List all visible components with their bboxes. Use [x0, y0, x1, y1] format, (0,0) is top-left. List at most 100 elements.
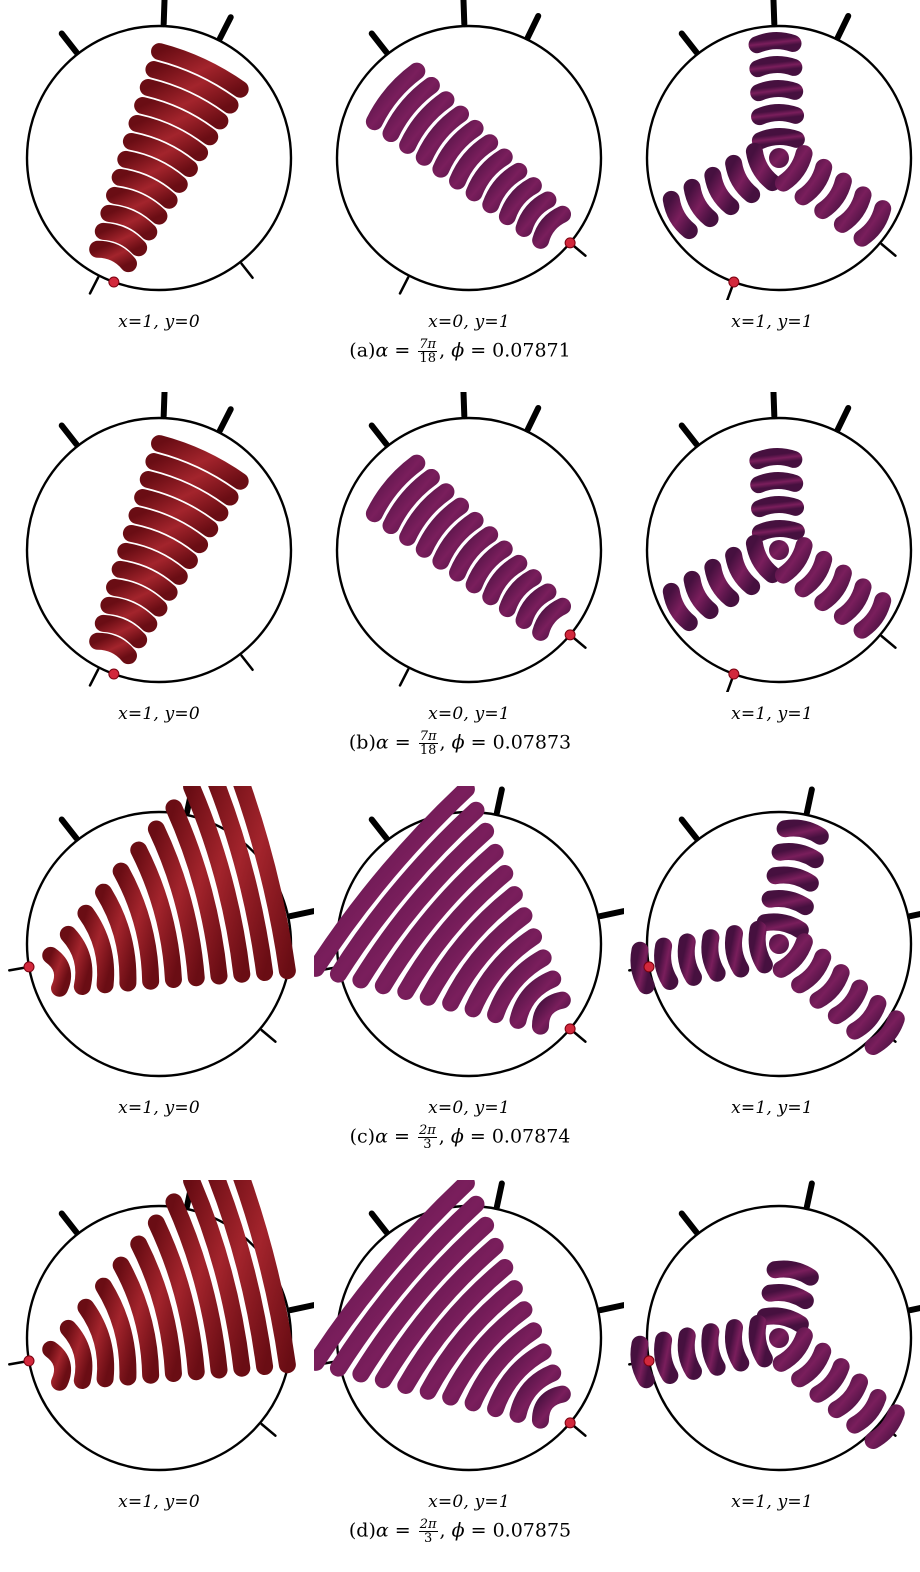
wall-tick [58, 422, 80, 448]
segment-shape [515, 583, 557, 629]
caption-letter: c [357, 1125, 368, 1148]
caption-letter: b [356, 731, 369, 754]
domain-boundary [25, 416, 293, 684]
source-marker [728, 668, 740, 680]
segment-shape [751, 520, 805, 542]
segment-shape [464, 1322, 543, 1412]
segment-shape [449, 134, 499, 190]
panel-a-2 [314, 0, 624, 300]
segment-shape [756, 1307, 809, 1333]
wall-tick [160, 392, 168, 420]
wall-tick [880, 634, 897, 649]
wall-tick [678, 816, 700, 842]
segment-shape [145, 453, 239, 506]
alpha-numerator: 2π [418, 1517, 438, 1532]
segment-shape [531, 1385, 571, 1429]
wall-tick [58, 1210, 80, 1236]
segment-shape [772, 1327, 813, 1372]
wall-tick [260, 1422, 277, 1437]
segment-shape [95, 1277, 137, 1386]
segment-shape [397, 865, 514, 1000]
segment-shape [382, 76, 440, 143]
segment-shape [122, 524, 198, 570]
segment-shape [748, 920, 773, 974]
simulation-plot [8, 786, 314, 1078]
segment-shape [630, 1335, 655, 1389]
panel-b-3 [624, 392, 920, 692]
wall-tick [260, 1028, 277, 1043]
subfigure-caption: (a)α = 7π 18, ϕ = 0.07871 [349, 337, 571, 366]
simulation-plot [25, 392, 293, 687]
segment-shape [432, 511, 484, 570]
wall-tick [907, 910, 920, 920]
segment-shape [365, 454, 426, 523]
segment-shape [42, 1340, 72, 1391]
segment-shape [145, 61, 239, 114]
wall-tick [803, 1180, 815, 1210]
panel-label: x=0, y=1 [428, 704, 510, 724]
segment-shape [487, 1343, 552, 1418]
segment-shape [751, 128, 805, 150]
segment-shape [415, 497, 470, 558]
junction-shape [769, 540, 789, 560]
segment-shape [482, 554, 528, 606]
segment-shape [748, 1314, 773, 1368]
segment-shape [846, 994, 887, 1040]
segment-shape [42, 946, 72, 997]
segment-shape [677, 933, 702, 986]
segment-shape [791, 948, 832, 994]
alpha-numerator: 7π [418, 337, 438, 352]
segment-shape [833, 186, 872, 233]
domain-boundary [645, 1204, 913, 1472]
panel-a-1 [4, 0, 314, 300]
panel-label: x=1, y=1 [731, 1492, 813, 1512]
wall-tick [58, 30, 80, 56]
segment-shape [532, 597, 572, 641]
segment-shape [442, 1301, 533, 1406]
wall-tick [398, 668, 410, 687]
segment-shape [449, 526, 499, 582]
row-a: x=1, y=0 x=0, y=1 x=1, y=1 (a)α = 7π 18, … [0, 0, 920, 392]
segment-shape [498, 177, 542, 226]
junction-shape [769, 148, 789, 168]
caption-letter: d [356, 1519, 369, 1542]
row-b: x=1, y=0 x=0, y=1 x=1, y=1 (b)α = 7π 18, … [0, 392, 920, 784]
segment-shape [365, 62, 426, 131]
segment-shape [419, 1280, 523, 1400]
wall-tick [398, 276, 410, 295]
segment-shape [151, 435, 249, 490]
segment-shape [139, 79, 229, 130]
wall-tick [803, 786, 815, 816]
wall-tick [88, 668, 100, 687]
simulation-plot [8, 1180, 314, 1472]
row-d: x=1, y=0 x=0, y=1 x=1, y=1 (d)α = 2π 3, ϕ… [0, 1180, 920, 1572]
wall-tick [88, 276, 100, 295]
segment-shape [761, 889, 814, 916]
segment-shape [89, 240, 137, 273]
segment-shape [751, 496, 805, 518]
alpha-denominator: 3 [423, 1531, 433, 1546]
segment-shape [772, 933, 813, 978]
segment-shape [208, 786, 274, 981]
segment-shape [352, 1216, 495, 1383]
segment-shape [183, 786, 251, 983]
segment-shape [662, 190, 698, 240]
wall-tick [287, 1302, 314, 1314]
segment-shape [117, 542, 188, 585]
simulation-plot [645, 0, 913, 300]
segment-shape [432, 119, 484, 178]
segment-shape [774, 145, 813, 192]
segment-shape [853, 592, 892, 639]
segment-shape [464, 928, 543, 1018]
segment-shape [827, 1373, 869, 1419]
segment-shape [750, 472, 804, 494]
segment-shape [724, 925, 750, 978]
segment-shape [814, 564, 852, 612]
segment-shape [165, 1193, 228, 1379]
segment-shape [515, 191, 557, 237]
wall-tick [240, 262, 254, 280]
segment-shape [833, 578, 872, 625]
segment-shape [654, 1331, 679, 1385]
segment-shape [419, 886, 523, 1006]
segment-shape [465, 148, 513, 202]
